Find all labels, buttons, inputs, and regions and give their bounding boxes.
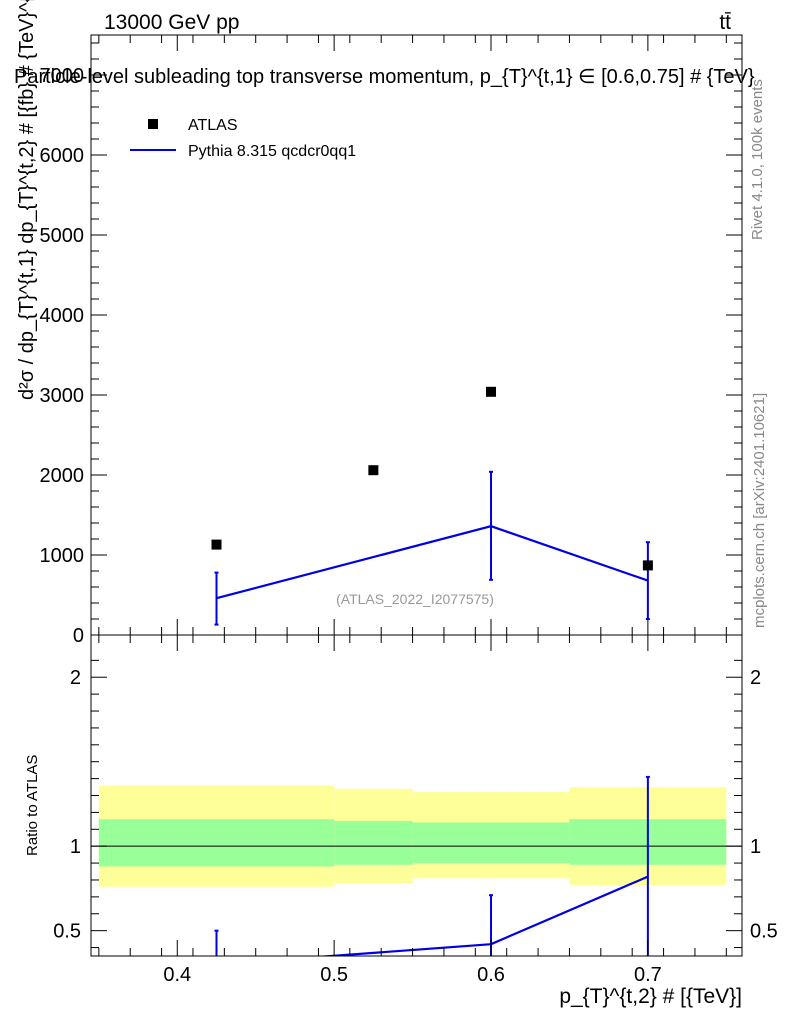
legend-pythia-label: Pythia 8.315 qcdcr0qq1 <box>188 143 356 160</box>
main-y-tick-label: 3000 <box>40 385 85 407</box>
atlas-data-point <box>368 465 379 476</box>
pythia-line <box>216 525 649 600</box>
x-axis-label: p_{T}^{t,2} # [{TeV}] <box>559 985 742 1008</box>
main-y-tick-label: 4000 <box>40 305 85 327</box>
main-ylabel: d²σ / dp_{T}^{t,1} dp_{T}^{t,2} # [{fb} … <box>16 0 38 400</box>
ratio-y-tick-label-right: 2 <box>750 667 761 689</box>
ratio-y-tick-label: 1 <box>70 836 81 858</box>
main-title: Particle-level subleading top transverse… <box>14 66 755 88</box>
ratio-y-tick-label-right: 1 <box>750 836 761 858</box>
main-y-tick-label: 0 <box>73 625 84 647</box>
mcplots-label: mcplots.cern.ch [arXiv:2401.10621] <box>751 393 768 628</box>
ratio-frame <box>90 634 743 957</box>
ratio-y-tick-label: 0.5 <box>53 921 81 943</box>
ratio-band-inner <box>334 820 413 865</box>
ratio-y-tick-label: 2 <box>70 667 81 689</box>
axes: 0 1000 2000 3000 4000 5000 6000 7000 0.4 0.5 0.6 0.… <box>40 35 778 986</box>
x-tick-label: 0.4 <box>163 964 191 986</box>
main-plot-area <box>211 386 653 626</box>
atlas-data-point <box>642 560 653 571</box>
main-y-tick-label: 6000 <box>40 145 85 167</box>
energy-label: 13000 GeV pp <box>104 11 239 34</box>
ratio-band-inner <box>412 822 570 864</box>
legend-atlas-marker <box>148 119 158 129</box>
x-tick-label: 0.5 <box>320 964 348 986</box>
legend-atlas-label: ATLAS <box>188 117 238 134</box>
x-tick-label: 0.7 <box>634 964 662 986</box>
rivet-label: Rivet 4.1.0, 100k events <box>749 79 766 240</box>
atlas-data-point <box>486 386 497 397</box>
x-tick-label: 0.6 <box>477 964 505 986</box>
main-y-tick-label: 5000 <box>40 225 85 247</box>
analysis-watermark: (ATLAS_2022_I2077575) <box>336 591 494 607</box>
ratio-y-tick-label-right: 0.5 <box>750 921 778 943</box>
ratio-pythia-line <box>315 875 649 956</box>
legend: ATLAS Pythia 8.315 qcdcr0qq1 <box>130 117 356 160</box>
main-y-tick-label: 1000 <box>40 545 85 567</box>
ratio-ylabel: Ratio to ATLAS <box>24 755 41 856</box>
main-y-tick-label: 2000 <box>40 465 85 487</box>
ratio-band-inner <box>98 819 335 867</box>
process-label: tt̄ <box>719 11 731 34</box>
main-y-tick-label: 7000 <box>40 65 85 87</box>
ratio-bands <box>91 785 742 887</box>
atlas-data-point <box>211 539 222 550</box>
